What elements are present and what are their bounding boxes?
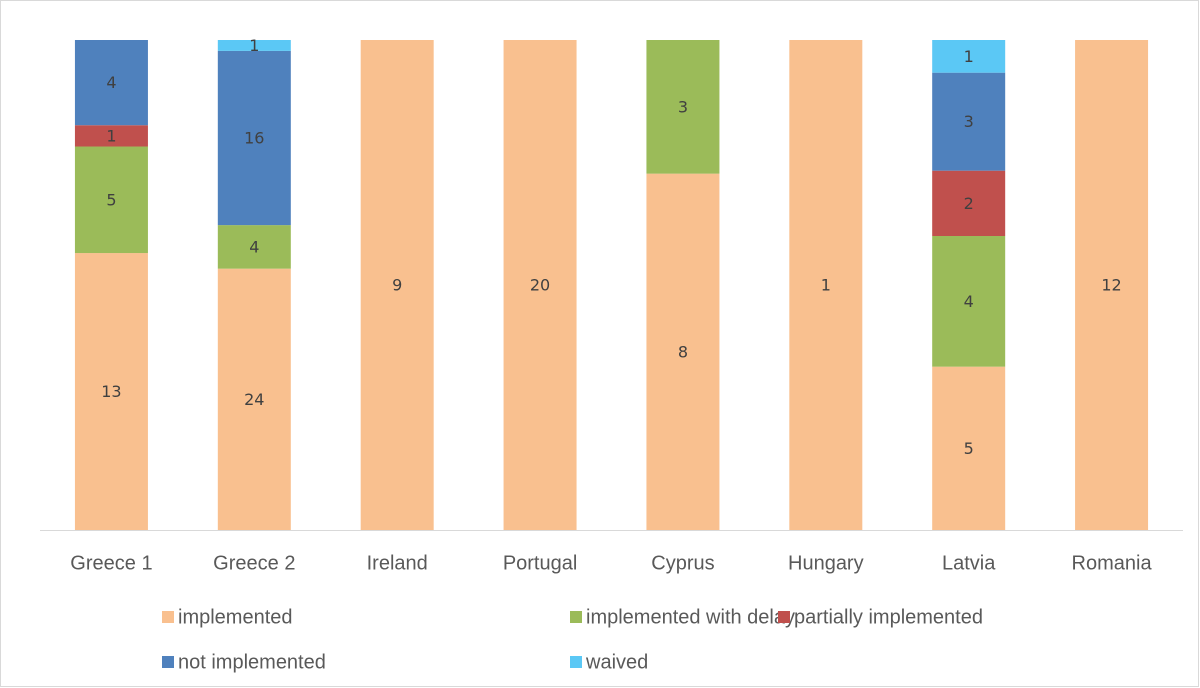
bar-segment bbox=[74, 146, 148, 254]
data-label: 24 bbox=[244, 390, 264, 409]
bar-segment bbox=[932, 236, 1006, 367]
data-label: 1 bbox=[964, 47, 974, 66]
bar-segment bbox=[217, 225, 291, 269]
data-label: 4 bbox=[249, 237, 259, 256]
bar-segment bbox=[646, 173, 720, 531]
bar-segment bbox=[932, 40, 1006, 73]
x-tick-label: Ireland bbox=[367, 552, 428, 574]
bar-segment bbox=[217, 40, 291, 51]
data-label: 3 bbox=[964, 112, 974, 131]
x-tick-label: Greece 1 bbox=[70, 552, 152, 574]
data-label: 4 bbox=[106, 73, 116, 92]
legend-label: waived bbox=[585, 651, 648, 673]
bar-segment bbox=[932, 366, 1006, 530]
bar-segment bbox=[217, 50, 291, 226]
x-tick-label: Greece 2 bbox=[213, 552, 295, 574]
data-label: 4 bbox=[964, 292, 974, 311]
data-label: 1 bbox=[249, 36, 259, 55]
data-label: 13 bbox=[101, 382, 121, 401]
data-label: 1 bbox=[106, 126, 116, 145]
bar-segment bbox=[932, 170, 1006, 236]
bar-segment bbox=[74, 125, 148, 147]
data-label: 8 bbox=[678, 342, 688, 361]
data-label: 9 bbox=[392, 276, 402, 295]
data-label: 20 bbox=[530, 276, 550, 295]
legend-swatch bbox=[162, 656, 174, 668]
bar-segment bbox=[789, 40, 863, 530]
data-label: 16 bbox=[244, 129, 264, 148]
legend-swatch bbox=[778, 611, 790, 623]
legend-label: partially implemented bbox=[794, 606, 983, 628]
legend-swatch bbox=[570, 611, 582, 623]
data-label: 2 bbox=[964, 194, 974, 213]
x-tick-label: Hungary bbox=[788, 552, 864, 574]
data-label: 5 bbox=[106, 190, 116, 209]
legend-swatch bbox=[570, 656, 582, 668]
legend-label: implemented bbox=[178, 606, 293, 628]
x-tick-label: Romania bbox=[1072, 552, 1153, 574]
x-tick-label: Portugal bbox=[503, 552, 578, 574]
data-label: 1 bbox=[821, 276, 831, 295]
bar-segment bbox=[360, 40, 434, 530]
x-tick-label: Cyprus bbox=[651, 552, 714, 574]
data-label: 3 bbox=[678, 97, 688, 116]
bar-segment bbox=[646, 40, 720, 174]
bar-segment bbox=[1075, 40, 1149, 530]
legend-label: implemented with delay bbox=[586, 606, 795, 628]
bar-segment bbox=[74, 253, 148, 531]
legend-label: not implemented bbox=[178, 651, 326, 673]
x-tick-label: Latvia bbox=[942, 552, 996, 574]
legend-swatch bbox=[162, 611, 174, 623]
bar-segment bbox=[503, 40, 577, 530]
data-label: 12 bbox=[1101, 276, 1121, 295]
bar-segment bbox=[217, 268, 291, 530]
data-label: 5 bbox=[964, 439, 974, 458]
bar-segment bbox=[74, 40, 148, 126]
bar-segment bbox=[932, 72, 1006, 171]
